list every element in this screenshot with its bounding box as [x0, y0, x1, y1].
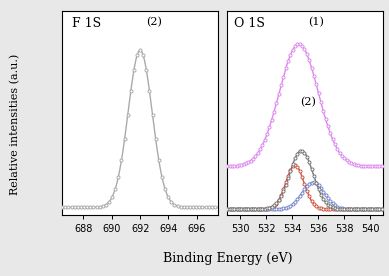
- Text: (1): (1): [308, 17, 324, 28]
- Text: Relative intensities (a.u.): Relative intensities (a.u.): [11, 54, 21, 195]
- Text: (2): (2): [301, 97, 317, 107]
- Text: (2): (2): [146, 17, 162, 28]
- Text: O 1S: O 1S: [234, 17, 265, 30]
- Text: Binding Energy (eV): Binding Energy (eV): [163, 252, 292, 265]
- Text: F 1S: F 1S: [72, 17, 101, 30]
